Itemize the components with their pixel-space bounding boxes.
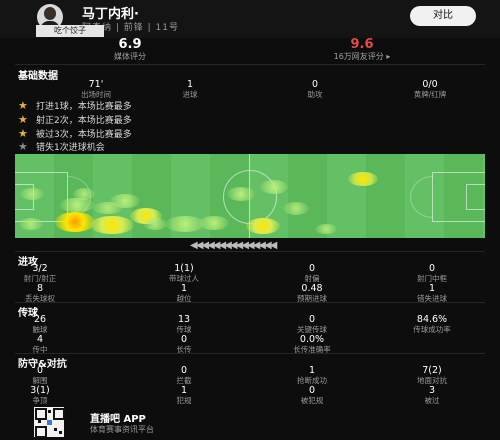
stat-value: 1 bbox=[428, 283, 436, 294]
stat-value: 3/2 bbox=[32, 263, 48, 274]
section-title-basic: 基础数据 bbox=[18, 71, 58, 82]
section-title-attack: 进攻 bbox=[18, 257, 38, 268]
stat-value: 1 bbox=[186, 79, 194, 90]
stat-label: 抢断成功 bbox=[297, 376, 327, 385]
stat-value: 0 bbox=[180, 334, 188, 345]
stat-value: 0 bbox=[428, 263, 436, 274]
stat-value: 84.6% bbox=[416, 314, 448, 325]
stat-label: 拦截 bbox=[176, 376, 192, 385]
divider bbox=[15, 251, 485, 252]
stat-label: 争顶 bbox=[32, 396, 48, 405]
achievement-item: ★ 打进1球，本场比赛最多 bbox=[18, 99, 132, 112]
heatmap-pitch bbox=[15, 154, 485, 238]
stat-value: 0 bbox=[36, 365, 44, 376]
stat-value: 0/0 bbox=[422, 79, 438, 90]
qr-code bbox=[34, 407, 65, 438]
media-rating-value: 6.9 bbox=[118, 37, 142, 52]
fan-rating-value: 9.6 bbox=[350, 37, 374, 52]
stat-label: 被犯规 bbox=[300, 396, 324, 405]
stat-value: 0 bbox=[180, 365, 188, 376]
stat-value: 0 bbox=[311, 79, 319, 90]
stat-value: 0 bbox=[308, 263, 316, 274]
compare-button[interactable]: 对比 bbox=[410, 6, 476, 26]
stat-label: 传中 bbox=[32, 345, 48, 354]
stat-label: 出场时间 bbox=[81, 90, 111, 99]
stat-label: 射门中框 bbox=[417, 274, 447, 283]
stat-value: 4 bbox=[36, 334, 44, 345]
stat-label: 射偏 bbox=[304, 274, 320, 283]
stat-label: 越位 bbox=[176, 294, 192, 303]
stat-label: 传球 bbox=[176, 325, 192, 334]
stat-value: 0 bbox=[308, 314, 316, 325]
stat-label: 解围 bbox=[32, 376, 48, 385]
stat-value: 0.48 bbox=[301, 283, 323, 294]
fan-rating-link[interactable]: 16万网友评分 ▸ bbox=[333, 52, 391, 61]
star-icon: ★ bbox=[18, 127, 28, 140]
star-icon: ★ bbox=[18, 99, 28, 112]
stat-label: 触球 bbox=[32, 325, 48, 334]
stat-label: 长传 bbox=[176, 345, 192, 354]
stat-value: 8 bbox=[36, 283, 44, 294]
stat-label: 进球 bbox=[182, 90, 198, 99]
player-subtitle: 阿森纳 | 前锋 | 11号 bbox=[82, 23, 179, 33]
app-tagline: 体育赛事资讯平台 bbox=[90, 425, 154, 434]
stat-value: 1 bbox=[180, 385, 188, 396]
star-icon: ★ bbox=[18, 140, 28, 153]
stat-label: 长传准确率 bbox=[293, 345, 331, 354]
stat-label: 黄牌/红牌 bbox=[413, 90, 447, 99]
stat-label: 传球成功率 bbox=[413, 325, 451, 334]
media-rating-label: 媒体评分 bbox=[114, 52, 146, 61]
achievement-item: ★ 射正2次，本场比赛最多 bbox=[18, 113, 132, 126]
stat-label: 丢失球权 bbox=[25, 294, 55, 303]
app-name: 直播吧 APP bbox=[90, 414, 146, 425]
divider bbox=[15, 353, 485, 354]
stat-label: 带球过人 bbox=[169, 274, 199, 283]
stat-value: 3(1) bbox=[30, 385, 50, 396]
stat-value: 26 bbox=[33, 314, 47, 325]
stat-label: 射门/射正 bbox=[23, 274, 57, 283]
stat-label: 错失进球 bbox=[417, 294, 447, 303]
star-icon: ★ bbox=[18, 113, 28, 126]
achievement-item: ★ 错失1次进球机会 bbox=[18, 140, 105, 153]
stat-label: 关键传球 bbox=[297, 325, 327, 334]
stat-value: 1 bbox=[180, 283, 188, 294]
achievement-item: ★ 被过3次，本场比赛最多 bbox=[18, 127, 132, 140]
section-title-defense: 防守&对抗 bbox=[18, 359, 67, 370]
divider bbox=[15, 302, 485, 303]
stat-value: 0.0% bbox=[299, 334, 325, 345]
stat-label: 助攻 bbox=[307, 90, 323, 99]
stat-value: 71' bbox=[88, 79, 104, 90]
stat-value: 0 bbox=[308, 385, 316, 396]
user-tag: 吃个饺子 bbox=[36, 25, 104, 37]
divider bbox=[15, 64, 485, 65]
stat-label: 犯规 bbox=[176, 396, 192, 405]
attack-direction-arrows-icon: ◀◀◀◀◀◀◀◀◀◀◀◀◀◀◀ bbox=[190, 240, 277, 251]
player-name: 马丁内利· bbox=[82, 7, 139, 22]
stat-value: 1 bbox=[308, 365, 316, 376]
stat-value: 3 bbox=[428, 385, 436, 396]
section-title-passing: 传球 bbox=[18, 308, 38, 319]
stat-value: 13 bbox=[177, 314, 191, 325]
stat-label: 预期进球 bbox=[297, 294, 327, 303]
stat-label: 被过 bbox=[424, 396, 440, 405]
stat-value: 1(1) bbox=[174, 263, 194, 274]
stat-value: 7(2) bbox=[422, 365, 442, 376]
stat-label: 地面对抗 bbox=[417, 376, 447, 385]
